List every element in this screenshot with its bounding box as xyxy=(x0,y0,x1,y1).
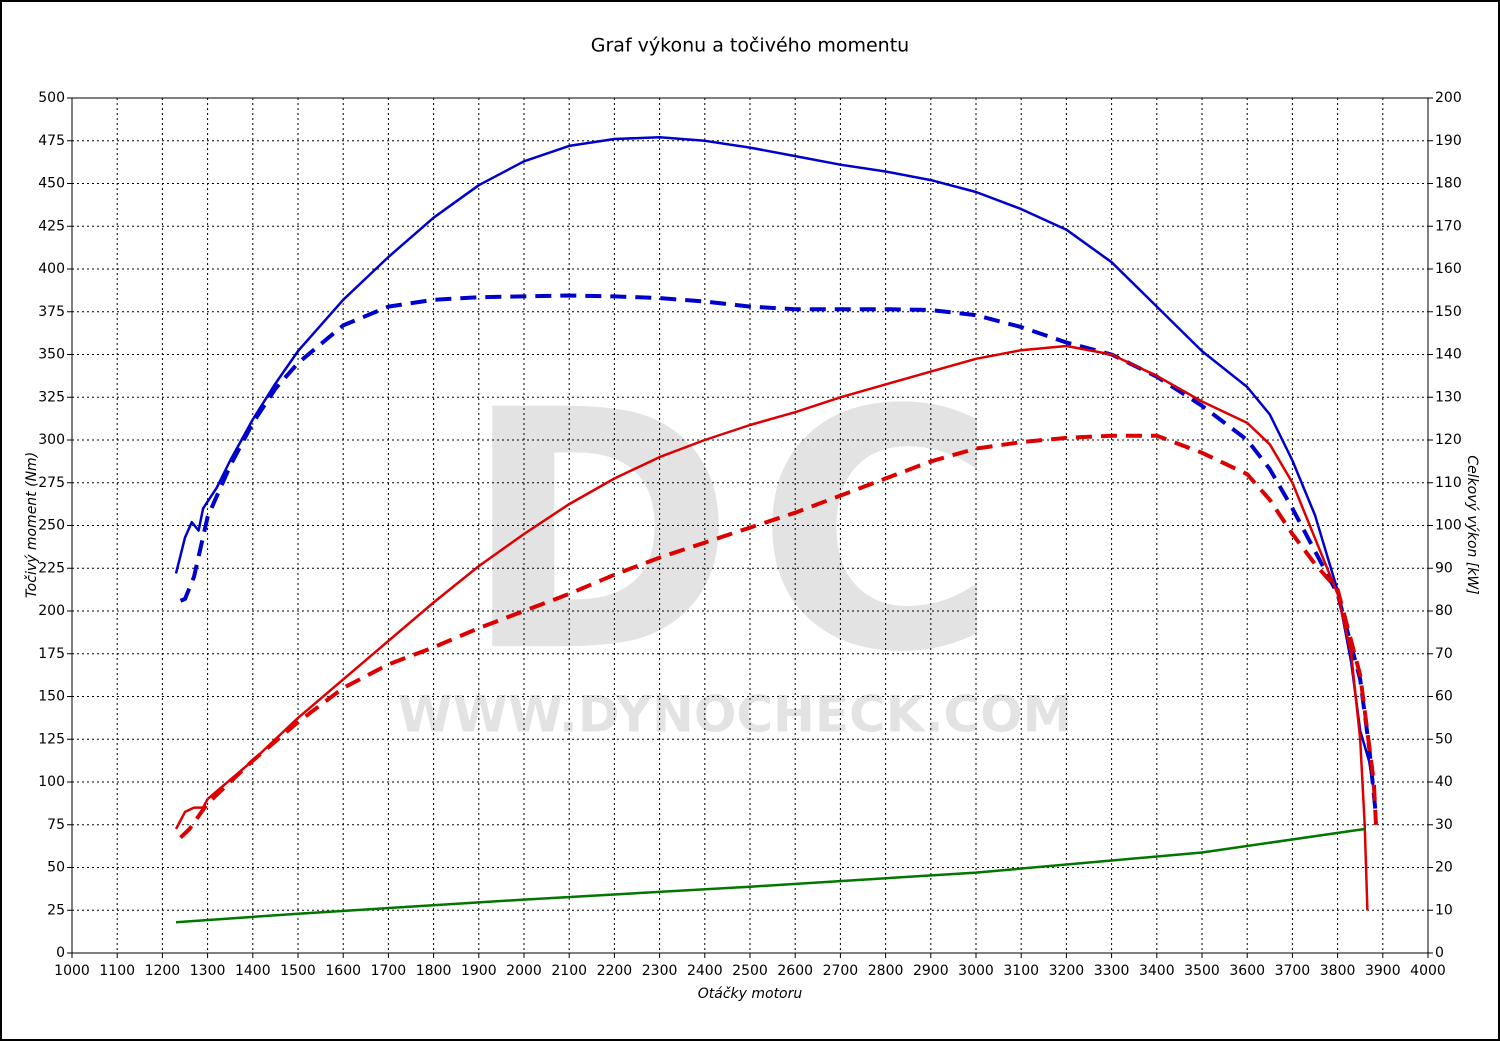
y2-tick-label: 50 xyxy=(1435,731,1453,747)
y-tick-label: 350 xyxy=(38,347,65,363)
y2-tick-label: 70 xyxy=(1435,646,1453,662)
x-tick-label: 3100 xyxy=(1003,963,1039,979)
y-tick-label: 25 xyxy=(47,902,65,918)
y-axis-label: Točivý moment (Nm) xyxy=(24,452,40,598)
y2-tick-label: 190 xyxy=(1435,133,1462,149)
y2-tick-label: 140 xyxy=(1435,347,1462,363)
x-tick-label: 2300 xyxy=(642,963,678,979)
x-tick-label: 1100 xyxy=(99,963,135,979)
y2-tick-label: 130 xyxy=(1435,389,1462,405)
x-tick-label: 3000 xyxy=(958,963,994,979)
y-tick-label: 450 xyxy=(38,176,65,192)
x-tick-label: 2800 xyxy=(868,963,904,979)
y-tick-label: 175 xyxy=(38,646,65,662)
x-tick-label: 3900 xyxy=(1365,963,1401,979)
x-tick-label: 1500 xyxy=(280,963,316,979)
x-tick-label: 1800 xyxy=(416,963,452,979)
x-tick-label: 3200 xyxy=(1049,963,1085,979)
series-line xyxy=(174,136,1376,791)
chart-title: Graf výkonu a točivého momentu xyxy=(591,35,909,57)
y2-tick-label: 110 xyxy=(1435,475,1462,491)
y2-tick-label: 80 xyxy=(1435,603,1453,619)
x-tick-label: 3700 xyxy=(1275,963,1311,979)
x-tick-label: 2600 xyxy=(777,963,813,979)
y-tick-label: 475 xyxy=(38,133,65,149)
y2-tick-label: 40 xyxy=(1435,774,1453,790)
x-tick-label: 1900 xyxy=(461,963,497,979)
x-tick-label: 1000 xyxy=(54,963,90,979)
plot-border xyxy=(71,97,1429,954)
y2-tick-label: 150 xyxy=(1435,304,1462,320)
x-tick-label: 4000 xyxy=(1410,963,1446,979)
x-tick-label: 3600 xyxy=(1229,963,1265,979)
y2-axis-label: Celkový výkon [kW] xyxy=(1464,455,1480,594)
x-tick-label: 1300 xyxy=(190,963,226,979)
y-tick-label: 125 xyxy=(38,731,65,747)
y2-tick-label: 0 xyxy=(1435,945,1444,961)
x-tick-label: 2100 xyxy=(551,963,587,979)
y2-tick-label: 120 xyxy=(1435,432,1462,448)
y-tick-label: 500 xyxy=(38,90,65,106)
x-tick-label: 2700 xyxy=(823,963,859,979)
y-tick-label: 325 xyxy=(38,389,65,405)
y-tick-label: 75 xyxy=(47,817,65,833)
y-tick-label: 275 xyxy=(38,475,65,491)
y2-tick-label: 160 xyxy=(1435,261,1462,277)
x-tick-label: 2200 xyxy=(597,963,633,979)
series-line xyxy=(175,827,1365,924)
x-tick-label: 2900 xyxy=(913,963,949,979)
series-line xyxy=(179,433,1378,840)
y-tick-label: 425 xyxy=(38,218,65,234)
series-line xyxy=(174,344,1369,911)
y-tick-label: 300 xyxy=(38,432,65,448)
y2-tick-label: 200 xyxy=(1435,90,1462,106)
y-tick-label: 200 xyxy=(38,603,65,619)
x-tick-label: 3400 xyxy=(1139,963,1175,979)
x-tick-label: 1700 xyxy=(371,963,407,979)
watermark-url: WWW.DYNOCHECK.COM xyxy=(398,686,1073,744)
y2-tick-label: 90 xyxy=(1435,560,1453,576)
x-tick-label: 3500 xyxy=(1184,963,1220,979)
y2-tick-label: 30 xyxy=(1435,817,1453,833)
x-tick-label: 1400 xyxy=(235,963,271,979)
x-axis-label: Otáčky motoru xyxy=(698,986,803,1002)
y2-tick-label: 100 xyxy=(1435,518,1462,534)
y-tick-label: 400 xyxy=(38,261,65,277)
series-line xyxy=(179,293,1378,817)
y-tick-label: 100 xyxy=(38,774,65,790)
y-tick-label: 0 xyxy=(56,945,65,961)
x-tick-label: 2000 xyxy=(506,963,542,979)
y-tick-label: 150 xyxy=(38,689,65,705)
y2-tick-label: 10 xyxy=(1435,902,1453,918)
y-tick-label: 50 xyxy=(47,860,65,876)
y2-tick-label: 60 xyxy=(1435,689,1453,705)
x-tick-label: 1600 xyxy=(325,963,361,979)
x-tick-label: 2500 xyxy=(732,963,768,979)
x-tick-label: 3300 xyxy=(1094,963,1130,979)
y-tick-label: 225 xyxy=(38,560,65,576)
x-tick-label: 2400 xyxy=(687,963,723,979)
y2-tick-label: 170 xyxy=(1435,218,1462,234)
y2-tick-label: 20 xyxy=(1435,860,1453,876)
y2-tick-label: 180 xyxy=(1435,176,1462,192)
watermark-logo: DC xyxy=(462,340,1018,724)
x-tick-label: 3800 xyxy=(1320,963,1356,979)
y-tick-label: 375 xyxy=(38,304,65,320)
x-tick-label: 1200 xyxy=(145,963,181,979)
y-tick-label: 250 xyxy=(38,518,65,534)
